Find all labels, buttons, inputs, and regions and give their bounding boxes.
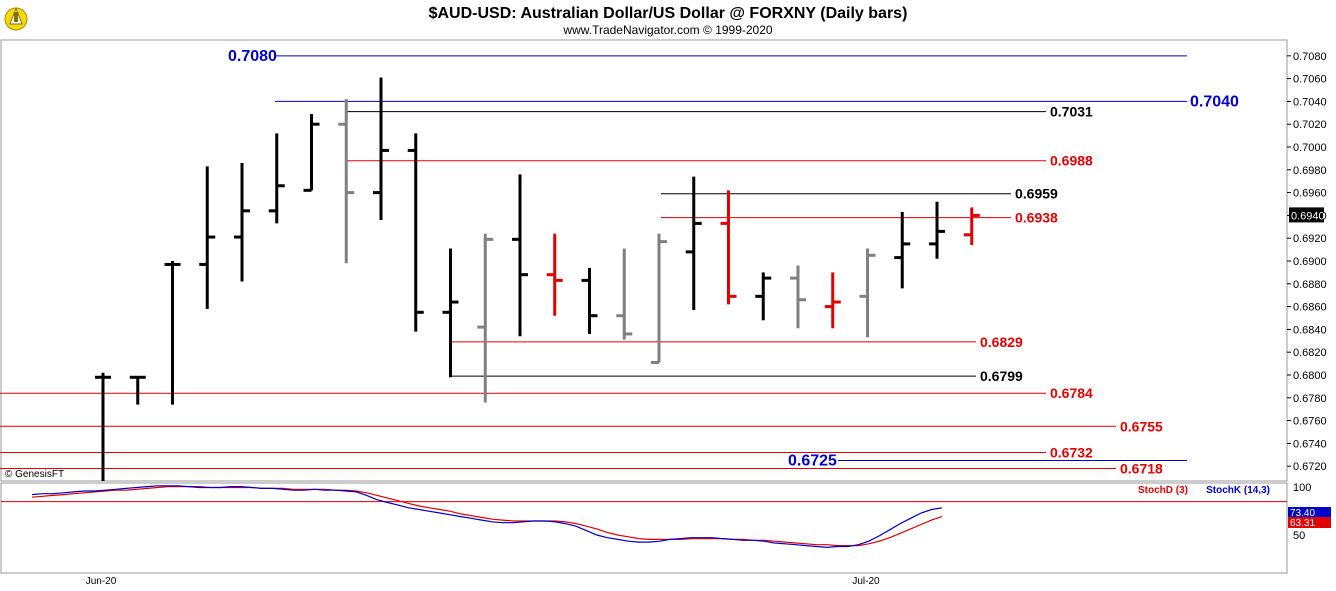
y-tick-0.7020: 0.7020 (1293, 119, 1327, 131)
ohlc-bar (129, 375, 146, 405)
stoch-d-line (31, 486, 943, 547)
stoch-d-value: 63.31 (1290, 518, 1315, 529)
y-tick-0.6880: 0.6880 (1293, 279, 1327, 291)
y-tick-0.6780: 0.6780 (1293, 393, 1327, 405)
ohlc-bar (685, 176, 702, 311)
level-label-0.7040: 0.7040 (1190, 93, 1239, 110)
y-tick-0.6760: 0.6760 (1293, 416, 1327, 428)
y-tick-0.7040: 0.7040 (1293, 96, 1327, 108)
y-tick-0.6740: 0.6740 (1293, 438, 1327, 450)
y-tick-0.6800: 0.6800 (1293, 370, 1327, 382)
ohlc-bar (651, 233, 667, 364)
y-tick-0.7080: 0.7080 (1293, 51, 1327, 63)
level-label-0.6732: 0.6732 (1050, 445, 1093, 461)
last-price-label: 0.6940 (1291, 210, 1325, 222)
ohlc-bar (338, 99, 355, 264)
level-label-0.6799: 0.6799 (980, 368, 1023, 384)
ohlc-bar (512, 174, 528, 337)
app-logo-icon[interactable] (4, 6, 28, 31)
ohlc-bar (859, 248, 876, 338)
y-tick-0.6820: 0.6820 (1293, 347, 1327, 359)
y-tick-0.7000: 0.7000 (1293, 142, 1327, 154)
ohlc-bar (164, 261, 181, 405)
stoch-tick-50: 50 (1293, 530, 1305, 542)
stoch-panel-frame (0, 482, 1288, 574)
level-label-0.6725: 0.6725 (788, 452, 837, 469)
y-tick-0.6960: 0.6960 (1293, 188, 1327, 200)
level-lines: 0.7080 0.7040 0.7031 0.6988 0.6959 0.6938 0.68… (0, 48, 1239, 476)
stoch-tick-100: 100 (1293, 482, 1311, 494)
level-label-0.6959: 0.6959 (1015, 186, 1058, 202)
level-label-0.6829: 0.6829 (980, 334, 1023, 350)
ohlc-bar (755, 272, 772, 321)
y-tick-0.6900: 0.6900 (1293, 256, 1327, 268)
y-tick-0.7060: 0.7060 (1293, 74, 1327, 86)
level-label-0.7031: 0.7031 (1050, 104, 1093, 120)
ohlc-bar (824, 272, 841, 329)
stoch-k-line (31, 485, 943, 549)
ohlc-bar (894, 211, 911, 289)
ohlc-bar (720, 190, 737, 305)
x-label-jun: Jun-20 (86, 576, 117, 587)
ohlc-bar (95, 372, 111, 481)
level-label-0.6755: 0.6755 (1120, 418, 1163, 434)
ohlc-bar (616, 248, 633, 340)
ohlc-bar (442, 248, 459, 378)
level-label-0.6784: 0.6784 (1050, 385, 1093, 401)
stoch-d-marker: 63.31 (1288, 517, 1331, 529)
ohlc-bar (477, 233, 494, 403)
ohlc-bar (963, 207, 980, 246)
price-bars (95, 77, 980, 481)
stoch-k-marker: 73.40 (1288, 507, 1331, 519)
price-panel-frame (0, 39, 1288, 482)
stoch-k-value: 73.40 (1290, 508, 1315, 519)
ohlc-bar (268, 133, 285, 224)
y-tick-0.6980: 0.6980 (1293, 165, 1327, 177)
chart-title: $AUD-USD: Australian Dollar/US Dollar @ … (429, 5, 908, 22)
level-label-0.7080: 0.7080 (228, 48, 277, 65)
ohlc-bar (581, 267, 598, 334)
level-label-0.6988: 0.6988 (1050, 153, 1093, 169)
level-label-0.6718: 0.6718 (1120, 460, 1163, 476)
y-tick-0.6860: 0.6860 (1293, 302, 1327, 314)
ohlc-bar (234, 162, 250, 282)
ohlc-bar (199, 166, 216, 309)
ohlc-bar (790, 265, 806, 329)
genesis-watermark: © GenesisFT (5, 469, 64, 480)
ohlc-bar (407, 133, 424, 332)
y-tick-0.6920: 0.6920 (1293, 233, 1327, 245)
ohlc-bar (373, 77, 389, 220)
stoch-k-legend: StochK (14,3) (1206, 485, 1270, 496)
y-tick-0.6840: 0.6840 (1293, 324, 1327, 336)
price-axis: 0.7080 0.7060 0.7040 0.7020 0.7000 0.6980 0.69… (1287, 51, 1327, 473)
stochastic-panel (1, 485, 1287, 549)
y-tick-0.6720: 0.6720 (1293, 461, 1327, 473)
stoch-d-legend: StochD (3) (1138, 485, 1188, 496)
ohlc-bar (929, 201, 945, 259)
ohlc-bar (303, 113, 320, 192)
ohlc-bar (546, 233, 563, 316)
last-price-marker: 0.6940 (1289, 207, 1325, 223)
chart-subtitle: www.TradeNavigator.com © 1999-2020 (562, 23, 772, 37)
level-label-0.6938: 0.6938 (1015, 210, 1058, 226)
x-label-jul: Jul-20 (852, 576, 880, 587)
